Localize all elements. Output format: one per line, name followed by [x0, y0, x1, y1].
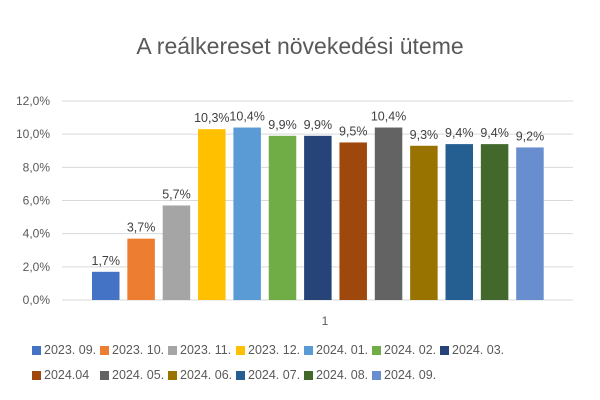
y-tick-label: 6,0%	[23, 194, 51, 208]
legend-label: 2024. 06.	[180, 368, 233, 382]
legend-swatch	[304, 345, 313, 355]
legend-label: 2023. 10.	[112, 343, 165, 357]
legend-swatch	[100, 370, 109, 380]
bar	[445, 144, 473, 300]
legend-item: 2023. 10.	[100, 343, 168, 357]
legend-swatch	[372, 345, 381, 355]
data-label: 10,3%	[194, 111, 229, 125]
legend-swatch	[236, 370, 245, 380]
legend-item: 2024. 03.	[440, 343, 508, 357]
data-label: 9,4%	[480, 126, 509, 140]
bar	[127, 238, 155, 300]
legend: 2023. 09. 2023. 10. 2023. 11. 2023. 12. 2024…	[32, 343, 508, 382]
bar	[339, 142, 367, 300]
data-label: 3,7%	[127, 221, 156, 235]
bar	[268, 135, 297, 300]
bar	[480, 144, 509, 300]
bar	[198, 129, 226, 300]
data-label: 9,9%	[268, 118, 297, 132]
bar	[410, 145, 438, 300]
bar	[233, 127, 261, 301]
legend-item: 2023. 09.	[32, 343, 100, 357]
data-label: 9,5%	[339, 124, 368, 138]
legend-swatch	[304, 370, 313, 380]
legend-item: 2024.04	[32, 368, 100, 382]
legend-item: 2023. 12.	[236, 343, 304, 357]
legend-item: 2024. 06.	[168, 368, 236, 382]
data-label: 10,4%	[371, 110, 406, 124]
legend-label: 2024. 07.	[248, 368, 301, 382]
legend-swatch	[236, 345, 245, 355]
bar	[374, 127, 403, 301]
data-label: 9,9%	[304, 118, 333, 132]
legend-label: 2024.04	[44, 368, 90, 382]
data-label: 9,4%	[445, 126, 474, 140]
legend-item: 2024. 01.	[304, 343, 372, 357]
legend-label: 2023. 11.	[180, 343, 232, 357]
y-tick-label: 8,0%	[23, 160, 51, 174]
legend-item: 2024. 02.	[372, 343, 440, 357]
data-label: 1,7%	[92, 254, 121, 268]
data-label: 10,4%	[229, 110, 264, 124]
data-label: 9,2%	[516, 129, 545, 143]
legend-swatch	[168, 370, 177, 380]
bar	[92, 271, 120, 300]
legend-label: 2024. 09.	[384, 368, 437, 382]
legend-swatch	[440, 345, 449, 355]
data-label: 9,3%	[410, 128, 439, 142]
x-tick-label: 1	[322, 314, 329, 328]
legend-swatch	[168, 345, 177, 355]
bar	[304, 135, 332, 300]
y-tick-label: 10,0%	[16, 127, 50, 141]
legend-item: 2024. 07.	[236, 368, 304, 382]
y-tick-label: 2,0%	[23, 260, 51, 274]
legend-label: 2024. 01.	[316, 343, 369, 357]
legend-item: 2023. 11.	[168, 343, 236, 357]
legend-swatch	[32, 345, 41, 355]
bar	[516, 147, 544, 300]
chart-title: A reálkereset növekedési üteme	[136, 33, 463, 59]
legend-label: 2024. 02.	[384, 343, 437, 357]
legend-item: 2024. 08.	[304, 368, 372, 382]
legend-item: 2024. 09.	[372, 368, 440, 382]
legend-swatch	[32, 370, 41, 380]
legend-item: 2024. 05.	[100, 368, 168, 382]
bar	[162, 205, 191, 300]
legend-label: 2023. 12.	[248, 343, 301, 357]
legend-label: 2023. 09.	[44, 343, 97, 357]
y-tick-label: 12,0%	[16, 94, 50, 108]
y-tick-label: 0,0%	[23, 293, 51, 307]
legend-label: 2024. 08.	[316, 368, 369, 382]
legend-label: 2024. 03.	[452, 343, 505, 357]
legend-swatch	[372, 370, 381, 380]
y-tick-label: 4,0%	[23, 227, 51, 241]
data-label: 5,7%	[162, 187, 191, 201]
legend-swatch	[100, 345, 109, 355]
legend-label: 2024. 05.	[112, 368, 165, 382]
